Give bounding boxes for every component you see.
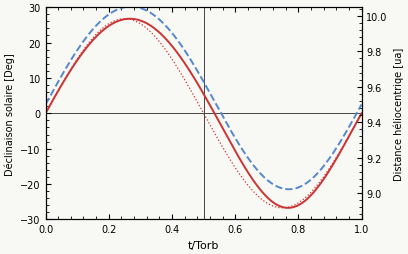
Y-axis label: Distance héliocentriqe [ua]: Distance héliocentriqe [ua] (393, 47, 404, 180)
Y-axis label: Déclinaison solaire [Deg]: Déclinaison solaire [Deg] (4, 53, 15, 175)
X-axis label: t/Torb: t/Torb (188, 240, 219, 250)
